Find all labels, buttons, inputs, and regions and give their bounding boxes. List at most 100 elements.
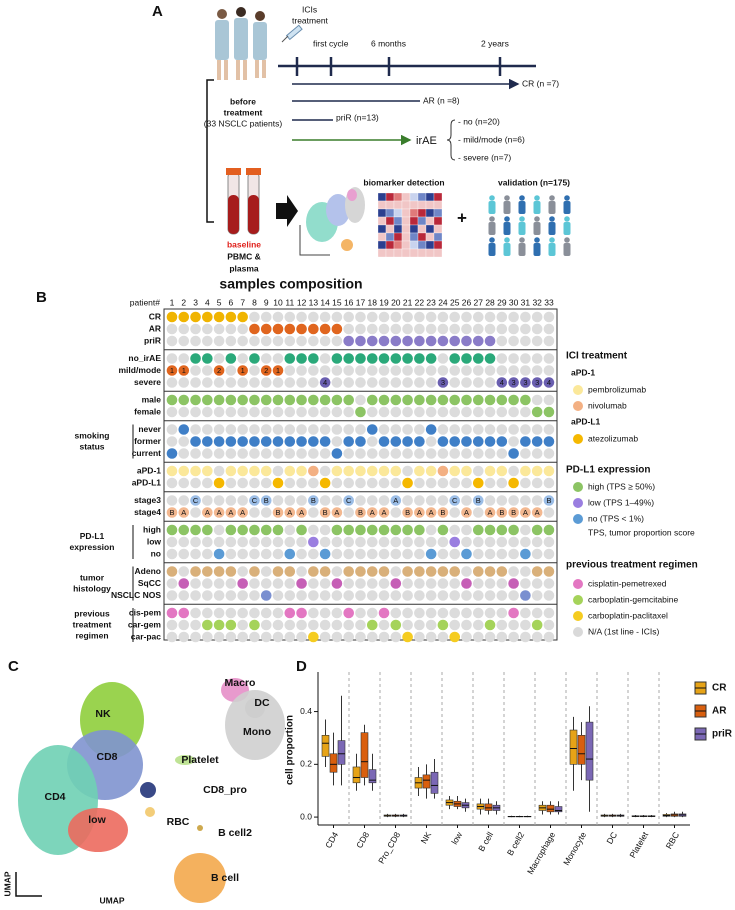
dot-label: A xyxy=(393,496,398,505)
empty-dot xyxy=(543,394,555,406)
empty-dot xyxy=(390,566,402,577)
empty-dot xyxy=(296,377,307,388)
sample-dot xyxy=(508,448,519,459)
empty-dot xyxy=(355,377,366,388)
empty-dot xyxy=(331,619,343,631)
empty-dot xyxy=(449,311,461,323)
sample-dot xyxy=(202,353,213,364)
empty-dot xyxy=(343,477,355,489)
empty-dot xyxy=(225,323,237,335)
legend-label: N/A (1st line - ICIs) xyxy=(588,626,659,636)
sample-dot xyxy=(296,436,307,447)
irae-item: - no (n=20) xyxy=(458,116,500,126)
empty-dot xyxy=(284,424,296,435)
person-icon xyxy=(549,216,555,222)
sample-dot xyxy=(472,335,484,347)
dot-label: 3 xyxy=(512,378,516,387)
empty-dot xyxy=(202,406,213,418)
empty-dot xyxy=(484,590,496,601)
empty-dot xyxy=(543,353,555,364)
sample-dot xyxy=(484,524,496,536)
timeline xyxy=(278,57,536,76)
sample-dot xyxy=(343,465,355,477)
heat-cell xyxy=(409,232,419,242)
empty-dot xyxy=(484,548,496,560)
empty-dot xyxy=(272,335,284,347)
empty-dot xyxy=(296,548,307,560)
empty-dot xyxy=(284,619,296,631)
patient-number: 9 xyxy=(264,297,269,307)
x-tick-label: RBC xyxy=(664,830,682,851)
empty-dot xyxy=(190,507,201,518)
empty-dot xyxy=(496,477,508,489)
person-icon xyxy=(503,201,511,214)
sample-dot xyxy=(414,335,425,347)
empty-dot xyxy=(496,619,508,631)
patient-number: 15 xyxy=(332,297,342,307)
sample-dot xyxy=(213,507,225,518)
sample-dot xyxy=(437,377,449,388)
sample-dot xyxy=(260,436,272,447)
sample-dot xyxy=(449,394,461,406)
sample-dot xyxy=(543,566,555,577)
empty-dot xyxy=(414,477,425,489)
sample-dot xyxy=(260,495,272,506)
legend-label: no (TPS < 1%) xyxy=(588,513,644,523)
y-tick-label: 0.0 xyxy=(300,811,312,821)
sample-dot xyxy=(343,394,355,406)
empty-dot xyxy=(225,590,237,601)
empty-dot xyxy=(414,377,425,388)
empty-dot xyxy=(402,619,413,631)
empty-dot xyxy=(237,323,248,335)
empty-dot xyxy=(260,477,272,489)
x-tick-label: NK xyxy=(419,830,434,846)
sample-dot xyxy=(520,377,531,388)
empty-dot xyxy=(249,631,260,643)
empty-dot xyxy=(249,536,260,548)
dot-label: A xyxy=(429,508,434,517)
empty-dot xyxy=(355,394,366,406)
empty-dot xyxy=(166,548,178,560)
empty-dot xyxy=(531,365,543,376)
empty-dot xyxy=(461,619,472,631)
empty-dot xyxy=(484,448,496,459)
legend-label: atezolizumab xyxy=(588,433,638,443)
empty-dot xyxy=(213,323,225,335)
empty-dot xyxy=(272,619,284,631)
sample-dot xyxy=(425,394,437,406)
empty-dot xyxy=(166,323,178,335)
sample-dot xyxy=(449,631,461,643)
person-icon xyxy=(563,201,571,214)
sample-dot xyxy=(414,353,425,364)
sample-dot xyxy=(178,607,190,619)
empty-dot xyxy=(472,406,484,418)
empty-dot xyxy=(508,353,519,364)
empty-dot xyxy=(166,631,178,643)
cluster-label: Platelet xyxy=(181,754,219,766)
sample-dot xyxy=(366,566,378,577)
heat-cell xyxy=(393,200,403,210)
empty-dot xyxy=(472,578,484,589)
legend-dot xyxy=(573,498,583,508)
sample-dot xyxy=(508,394,519,406)
empty-dot xyxy=(343,424,355,435)
patient-number: 23 xyxy=(426,297,436,307)
empty-dot xyxy=(166,406,178,418)
sample-dot xyxy=(390,335,402,347)
empty-dot xyxy=(260,424,272,435)
empty-dot xyxy=(260,448,272,459)
empty-dot xyxy=(543,365,555,376)
sample-dot xyxy=(414,507,425,518)
empty-dot xyxy=(390,311,402,323)
empty-dot xyxy=(237,406,248,418)
sample-dot xyxy=(308,536,319,548)
sample-dot xyxy=(190,465,201,477)
heat-cell xyxy=(425,200,435,210)
empty-dot xyxy=(178,536,190,548)
dot-label: 1 xyxy=(170,366,174,375)
sample-dot xyxy=(355,353,366,364)
sample-dot xyxy=(531,619,543,631)
empty-dot xyxy=(237,495,248,506)
empty-dot xyxy=(272,406,284,418)
empty-dot xyxy=(213,536,225,548)
